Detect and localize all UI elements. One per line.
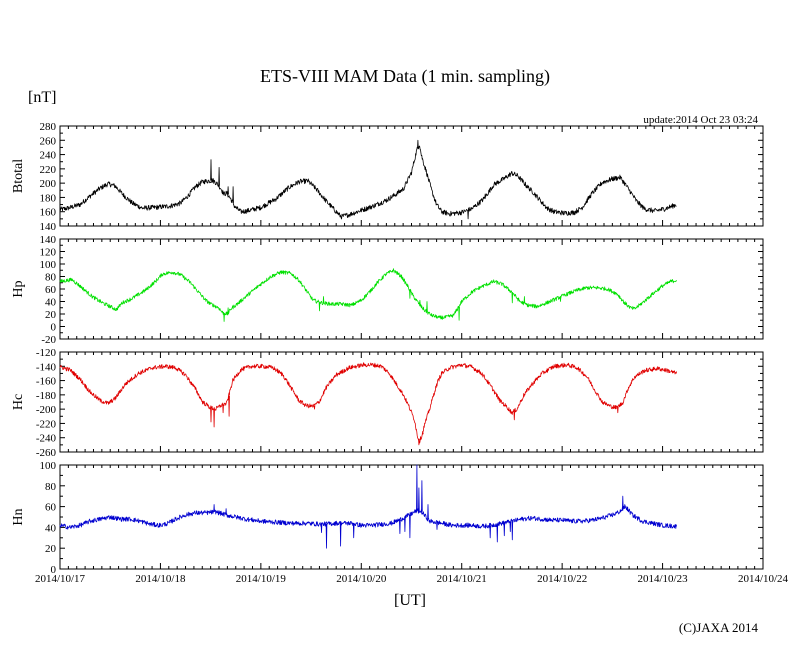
y-tick-label: -240: [36, 433, 57, 445]
y-tick-label: 220: [40, 164, 57, 176]
y-tick-label: -140: [36, 361, 57, 373]
y-tick-label: -260: [36, 447, 57, 459]
y-tick-label: 40: [45, 522, 57, 534]
chart-title: ETS-VIII MAM Data (1 min. sampling): [260, 66, 550, 86]
x-tick-label: 2014/10/18: [135, 573, 186, 585]
series-line-hn: [59, 464, 677, 549]
y-tick-label: 180: [40, 192, 57, 204]
y-tick-label: -20: [41, 334, 56, 346]
y-tick-label: 20: [45, 309, 57, 321]
series-line-hp: [59, 268, 677, 322]
panel-label-hn: Hn: [11, 508, 26, 525]
x-axis-unit-label: [UT]: [394, 592, 426, 609]
x-tick-label: 2014/10/19: [236, 573, 287, 585]
y-tick-label: -120: [36, 347, 57, 359]
y-tick-label: 280: [40, 121, 57, 133]
x-tick-label: 2014/10/20: [336, 573, 387, 585]
x-tick-label: 2014/10/17: [35, 573, 86, 585]
y-tick-label: 80: [45, 272, 57, 284]
update-timestamp: update:2014 Oct 23 03:24: [643, 114, 758, 126]
y-tick-label: 20: [45, 543, 57, 555]
y-tick-label: -160: [36, 376, 57, 388]
x-tick-label: 2014/10/21: [437, 573, 487, 585]
series-line-btotal: [59, 139, 677, 220]
plot-frame: [59, 464, 764, 570]
panel-hc: -260 -240 -220 -200 -180 -160 -140 -120 Hc: [11, 347, 764, 459]
y-tick-label: 60: [45, 502, 57, 514]
x-tick-label: 2014/10/23: [638, 573, 689, 585]
y-tick-label: 140: [40, 234, 57, 246]
unit-label: [nT]: [28, 89, 57, 106]
y-tick-label: 240: [40, 150, 57, 162]
y-tick-label: 60: [45, 284, 57, 296]
y-tick-label: 0: [51, 322, 57, 334]
y-tick-label: 120: [40, 247, 57, 259]
copyright-text: (C)JAXA 2014: [678, 620, 758, 635]
panel-label-hc: Hc: [11, 394, 26, 410]
panel-label-btotal: Btotal: [11, 159, 26, 193]
y-tick-label: 140: [40, 221, 57, 233]
y-tick-label: 40: [45, 297, 57, 309]
y-tick-label: 160: [40, 207, 57, 219]
panel-label-hp: Hp: [11, 280, 26, 297]
y-tick-label: 100: [40, 259, 57, 271]
y-tick-label: -220: [36, 418, 57, 430]
series-line-hc: [59, 362, 677, 446]
x-tick-label: 2014/10/22: [537, 573, 587, 585]
y-tick-label: 260: [40, 135, 57, 147]
y-tick-label: -180: [36, 390, 57, 402]
y-tick-label: -200: [36, 404, 57, 416]
x-tick-label: 2014/10/24: [738, 573, 789, 585]
y-tick-label: 0: [51, 564, 57, 576]
y-tick-label: 200: [40, 178, 57, 190]
y-tick-label: 100: [40, 460, 57, 472]
y-tick-label: 80: [45, 481, 57, 493]
panel-btotal: 140 160 180 200 220 240 260 280 Btotal: [11, 121, 764, 233]
panel-hn: 0 20 40 60 80 100 Hn: [11, 460, 764, 576]
